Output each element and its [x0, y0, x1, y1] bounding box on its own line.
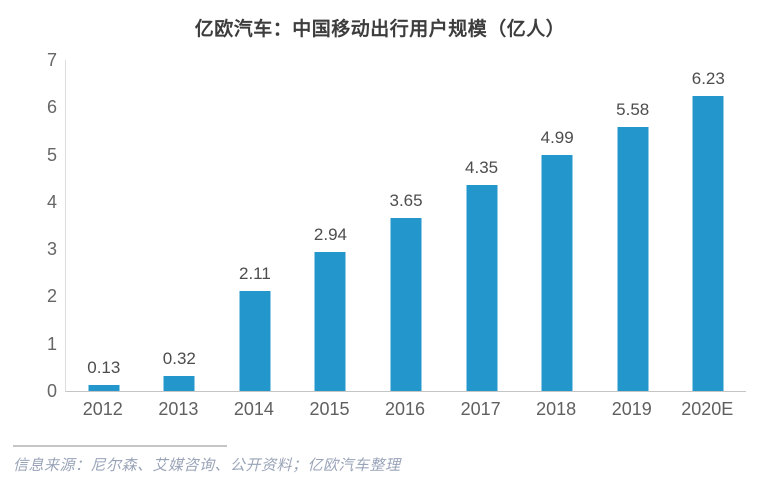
bar-column: 0.13 [66, 60, 142, 391]
y-axis-tick-label: 6 [46, 97, 57, 118]
source-note: 信息来源：尼尔森、艾媒咨询、公开资料；亿欧汽车整理 [13, 457, 401, 474]
y-axis-tick-label: 2 [46, 286, 57, 307]
bar-value-label: 4.35 [465, 158, 499, 178]
bar-column: 5.58 [595, 60, 671, 391]
bar-column: 4.99 [519, 60, 595, 391]
bar-value-label: 2.94 [313, 224, 348, 244]
bar-column: 6.23 [671, 60, 747, 391]
source-divider [13, 445, 227, 447]
bar [617, 127, 649, 391]
bar [466, 185, 498, 391]
x-axis-label: 2020E [681, 399, 734, 419]
plot-area: 0.13 0.32 2.11 2.94 3.65 4.35 4.99 5.58 6.23 [65, 60, 746, 392]
bar [541, 155, 573, 391]
y-axis-tick-label: 7 [46, 50, 57, 70]
bar [163, 375, 195, 391]
bar-value-label: 2.11 [238, 264, 271, 284]
x-axis-label: 2014 [233, 399, 274, 419]
bar-value-label: 6.23 [691, 69, 725, 89]
x-axis-label: 2015 [309, 399, 350, 419]
bar-value-label: 3.65 [389, 191, 423, 211]
bar [88, 384, 120, 391]
bar-value-label: 0.13 [87, 357, 121, 377]
bar-value-label: 5.58 [616, 100, 650, 120]
chart-title: 亿欧汽车：中国移动出行用户规模（亿人） [194, 19, 566, 40]
bar-column: 0.32 [142, 60, 218, 391]
y-axis-tick-label: 3 [46, 239, 57, 260]
x-axis-label: 2012 [82, 399, 123, 419]
y-axis-tick-label: 4 [46, 191, 57, 212]
bar-value-label: 4.99 [540, 128, 574, 148]
bar [692, 96, 724, 391]
x-axis-label: 2017 [460, 399, 501, 419]
bar-value-label: 0.32 [162, 348, 196, 368]
y-axis-tick-label: 0 [46, 381, 57, 401]
bar [390, 218, 422, 391]
bar [239, 291, 271, 391]
x-axis-label: 2013 [158, 399, 199, 419]
bar-column: 2.11 [217, 60, 293, 391]
x-axis-label: 2016 [385, 399, 426, 419]
bar-column: 4.35 [444, 60, 520, 391]
y-axis-tick-label: 1 [46, 333, 57, 354]
x-axis: 2012 2013 2014 2015 2016 2017 2018 2019 2020E [65, 399, 745, 420]
bar-series: 0.13 0.32 2.11 2.94 3.65 4.35 4.99 5.58 6.23 [66, 60, 746, 391]
bar-column: 2.94 [293, 60, 369, 391]
bar [314, 251, 346, 391]
y-axis-tick-label: 5 [46, 144, 57, 165]
x-axis-label: 2018 [536, 399, 577, 419]
bar-column: 3.65 [368, 60, 444, 391]
x-axis-label: 2019 [611, 399, 652, 419]
